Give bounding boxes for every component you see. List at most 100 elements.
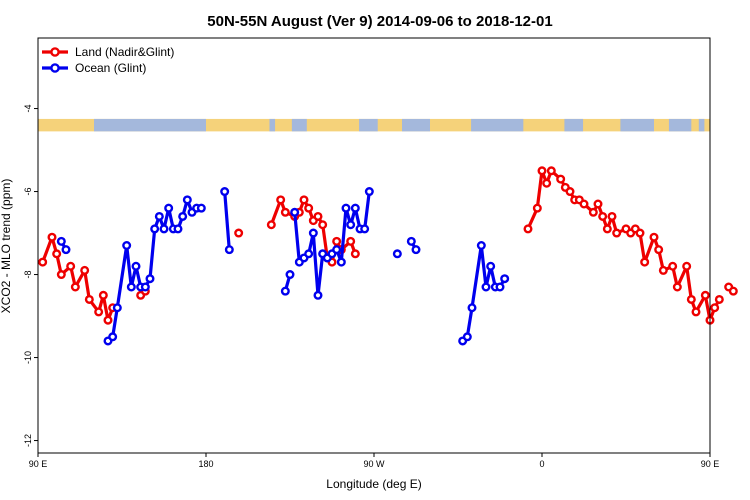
y-tick-label: -6: [23, 188, 33, 196]
x-tick-label: 180: [198, 459, 213, 469]
data-point: [61, 245, 71, 255]
data-point: [178, 211, 188, 221]
plot-frame: [37, 37, 711, 454]
series-line: [106, 198, 202, 343]
data-point: [94, 307, 104, 317]
data-point: [593, 199, 603, 209]
data-point: [304, 203, 314, 213]
series-layer: [38, 166, 738, 346]
data-point: [481, 282, 491, 292]
data-point: [500, 274, 510, 284]
x-tick-label: 90 E: [701, 459, 720, 469]
series-line: [526, 169, 721, 322]
data-point: [70, 282, 80, 292]
data-point: [607, 211, 617, 221]
data-point: [532, 203, 542, 213]
data-point: [276, 195, 286, 205]
data-point: [672, 282, 682, 292]
data-point: [556, 174, 566, 184]
data-point: [313, 211, 323, 221]
data-point: [38, 257, 48, 267]
ocean-band-segment: [402, 118, 430, 132]
data-point: [122, 240, 132, 250]
data-point: [285, 270, 295, 280]
data-point: [546, 166, 556, 176]
series-line: [461, 243, 507, 343]
land-ocean-band: [38, 118, 710, 132]
ocean-band-segment: [269, 118, 276, 132]
data-point: [182, 195, 192, 205]
data-point: [658, 265, 668, 275]
ocean-band-segment: [564, 118, 584, 132]
data-point: [668, 261, 678, 271]
x-axis-label: Longitude (deg E): [326, 477, 421, 491]
y-axis-label: XCO2 - MLO trend (ppm): [0, 179, 13, 314]
data-point: [266, 220, 276, 230]
y-tick-label: -12: [23, 434, 33, 447]
series-land: [38, 166, 738, 325]
data-point: [140, 282, 150, 292]
data-point: [280, 286, 290, 296]
data-point: [164, 203, 174, 213]
data-point: [598, 211, 608, 221]
data-point: [84, 294, 94, 304]
data-point: [476, 240, 486, 250]
data-point: [234, 228, 244, 238]
data-point: [462, 332, 472, 342]
data-point: [710, 303, 720, 313]
data-point: [304, 249, 314, 259]
ocean-band-segment: [291, 118, 307, 132]
data-point: [691, 307, 701, 317]
data-point: [80, 265, 90, 275]
data-point: [308, 228, 318, 238]
data-point: [350, 249, 360, 259]
data-point: [103, 315, 113, 325]
data-point: [346, 236, 356, 246]
ocean-band-segment: [471, 118, 524, 132]
data-point: [108, 332, 118, 342]
data-point: [220, 187, 230, 197]
legend-label: Land (Nadir&Glint): [75, 45, 174, 59]
data-point: [392, 249, 402, 259]
y-tick-label: -10: [23, 351, 33, 364]
data-point: [196, 203, 206, 213]
data-point: [364, 187, 374, 197]
legend: Land (Nadir&Glint) Ocean (Glint): [42, 45, 174, 75]
data-point: [649, 232, 659, 242]
data-point: [150, 224, 160, 234]
data-point: [686, 294, 696, 304]
data-point: [495, 282, 505, 292]
series-line: [223, 191, 231, 250]
data-point: [318, 220, 328, 230]
data-point: [280, 207, 290, 217]
ocean-band-segment: [620, 118, 654, 132]
legend-marker: [50, 63, 60, 73]
data-point: [612, 228, 622, 238]
x-tick-label: 90 W: [363, 459, 385, 469]
data-point: [56, 236, 66, 246]
data-point: [654, 245, 664, 255]
x-tick-label: 0: [539, 459, 544, 469]
data-point: [98, 290, 108, 300]
data-point: [346, 220, 356, 230]
data-point: [523, 224, 533, 234]
data-point: [112, 303, 122, 313]
data-point: [565, 187, 575, 197]
data-point: [486, 261, 496, 271]
data-point: [332, 245, 342, 255]
data-point: [542, 178, 552, 188]
data-point: [131, 261, 141, 271]
data-point: [714, 294, 724, 304]
data-point: [336, 257, 346, 267]
ocean-band-segment: [668, 118, 692, 132]
data-point: [224, 245, 234, 255]
data-point: [360, 224, 370, 234]
data-point: [350, 203, 360, 213]
ocean-band-segment: [698, 118, 705, 132]
y-tick-label: -4: [23, 105, 33, 113]
data-point: [640, 257, 650, 267]
legend-marker: [50, 47, 60, 57]
series-line: [41, 235, 115, 322]
data-point: [126, 282, 136, 292]
